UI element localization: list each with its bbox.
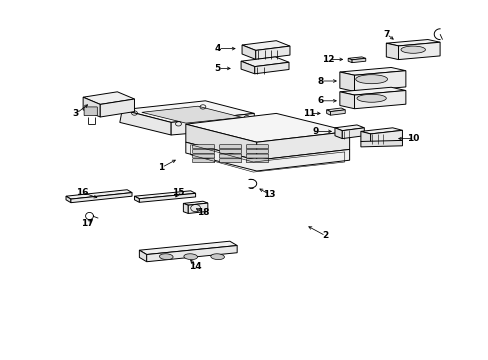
Text: 3: 3 [73,109,79,118]
Ellipse shape [210,254,224,260]
Ellipse shape [183,254,197,260]
Polygon shape [339,67,405,75]
Polygon shape [342,128,364,139]
Polygon shape [386,40,439,46]
Ellipse shape [400,46,425,53]
Polygon shape [183,203,188,213]
Text: 4: 4 [214,44,221,53]
Polygon shape [100,99,134,117]
Polygon shape [339,87,405,95]
Text: 13: 13 [262,190,275,199]
Text: 17: 17 [81,219,93,228]
Polygon shape [122,101,254,122]
Text: 12: 12 [322,55,334,64]
Polygon shape [134,191,195,199]
Polygon shape [354,71,405,91]
Polygon shape [185,113,349,142]
Polygon shape [354,90,405,109]
FancyBboxPatch shape [219,145,241,149]
Polygon shape [370,130,402,144]
Polygon shape [134,196,139,202]
FancyBboxPatch shape [192,149,214,153]
Text: 10: 10 [406,134,419,143]
Polygon shape [360,140,402,147]
Polygon shape [241,61,254,74]
Polygon shape [185,142,349,171]
Polygon shape [120,110,171,135]
Polygon shape [142,106,242,123]
Polygon shape [255,46,289,59]
Polygon shape [71,193,132,203]
FancyBboxPatch shape [246,145,268,149]
Polygon shape [242,41,289,50]
Polygon shape [146,246,237,262]
Polygon shape [360,128,402,134]
Polygon shape [339,72,354,91]
Polygon shape [139,241,237,255]
Polygon shape [326,110,330,115]
Polygon shape [330,110,345,115]
FancyBboxPatch shape [192,145,214,149]
Polygon shape [188,203,207,213]
Polygon shape [334,128,342,139]
Text: 1: 1 [158,163,164,172]
Polygon shape [171,113,254,135]
Polygon shape [339,92,354,109]
Polygon shape [242,45,255,59]
Polygon shape [254,62,288,74]
Text: 5: 5 [214,64,220,73]
FancyBboxPatch shape [192,154,214,158]
Polygon shape [241,57,288,67]
Polygon shape [347,57,365,60]
Text: 14: 14 [189,262,202,271]
Text: 11: 11 [302,109,315,118]
Text: 15: 15 [172,188,184,197]
Polygon shape [360,131,370,144]
FancyBboxPatch shape [192,159,214,163]
Polygon shape [334,125,364,131]
Polygon shape [386,43,398,59]
FancyBboxPatch shape [219,149,241,153]
Polygon shape [256,131,349,160]
FancyBboxPatch shape [246,154,268,158]
Text: 6: 6 [317,96,323,105]
Polygon shape [83,92,134,104]
Text: 2: 2 [322,231,327,240]
Polygon shape [351,58,365,63]
Ellipse shape [159,254,173,260]
Polygon shape [139,193,195,202]
FancyBboxPatch shape [219,154,241,158]
Text: 9: 9 [311,127,318,136]
Polygon shape [183,201,207,205]
Ellipse shape [355,75,386,84]
FancyBboxPatch shape [84,107,97,116]
Polygon shape [347,58,351,63]
Polygon shape [66,190,132,199]
Text: 18: 18 [196,208,209,217]
Polygon shape [83,97,100,117]
Text: 7: 7 [382,30,389,39]
Polygon shape [139,250,146,262]
FancyBboxPatch shape [246,159,268,163]
Polygon shape [66,196,71,203]
Text: 8: 8 [317,77,323,85]
Ellipse shape [356,94,386,102]
FancyBboxPatch shape [219,159,241,163]
Polygon shape [398,42,439,59]
Text: 16: 16 [76,188,88,197]
Polygon shape [326,108,345,112]
FancyBboxPatch shape [246,149,268,153]
Polygon shape [185,124,256,160]
